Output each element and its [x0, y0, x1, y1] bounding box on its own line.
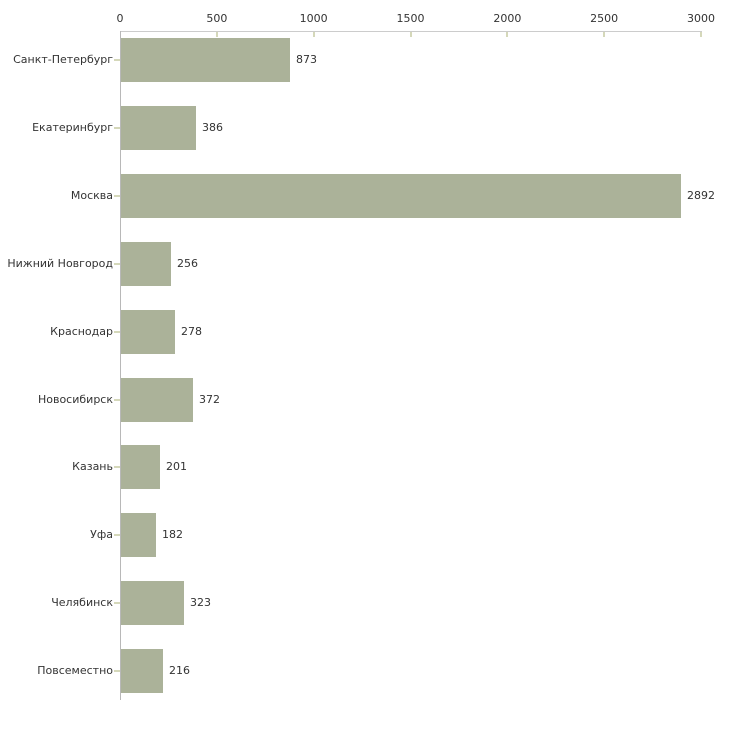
category-label: Санкт-Петербург [13, 53, 113, 66]
bar [121, 310, 175, 354]
x-axis-tick-mark [409, 32, 412, 37]
category-label: Краснодар [50, 325, 113, 338]
y-axis-line [120, 31, 121, 700]
bar [121, 649, 163, 693]
value-label: 201 [166, 460, 187, 473]
value-label: 323 [190, 596, 211, 609]
bar [121, 242, 171, 286]
x-axis-tick-mark [506, 32, 509, 37]
category-tick-mark [114, 127, 120, 129]
category-label: Москва [70, 189, 113, 202]
x-axis-tick-label: 0 [116, 12, 124, 25]
x-axis-tick-label: 1000 [299, 12, 328, 25]
bar [121, 174, 681, 218]
category-label: Екатеринбург [32, 121, 113, 134]
category-label: Казань [72, 460, 113, 473]
x-axis-line [120, 31, 702, 32]
x-axis-tick-label: 2000 [493, 12, 522, 25]
bar [121, 513, 156, 557]
category-tick-mark [114, 670, 120, 672]
category-label: Челябинск [51, 596, 113, 609]
category-label: Новосибирск [37, 393, 113, 406]
value-label: 372 [199, 393, 220, 406]
value-label: 278 [181, 325, 202, 338]
category-tick-mark [114, 399, 120, 401]
x-axis-tick-label: 500 [206, 12, 228, 25]
category-label: Уфа [90, 528, 113, 541]
x-axis-tick-label: 1500 [396, 12, 425, 25]
bar [121, 581, 184, 625]
value-label: 2892 [687, 189, 715, 202]
category-label: Повсеместно [37, 664, 113, 677]
category-tick-mark [114, 466, 120, 468]
bar [121, 445, 160, 489]
value-label: 256 [177, 257, 198, 270]
bar [121, 106, 196, 150]
bar [121, 38, 290, 82]
category-tick-mark [114, 534, 120, 536]
value-label: 216 [169, 664, 190, 677]
category-tick-mark [114, 263, 120, 265]
x-axis-tick-mark [312, 32, 315, 37]
category-tick-mark [114, 195, 120, 197]
category-tick-mark [114, 331, 120, 333]
value-label: 386 [202, 121, 223, 134]
x-axis-tick-label: 2500 [590, 12, 619, 25]
value-label: 182 [162, 528, 183, 541]
x-axis-tick-mark [215, 32, 218, 37]
value-label: 873 [296, 53, 317, 66]
category-tick-mark [114, 602, 120, 604]
category-tick-mark [114, 59, 120, 61]
bar [121, 378, 193, 422]
x-axis-tick-mark [700, 32, 702, 37]
x-axis-tick-label: 3000 [687, 12, 715, 25]
category-label: Нижний Новгород [7, 257, 113, 270]
x-axis-tick-mark [603, 32, 606, 37]
